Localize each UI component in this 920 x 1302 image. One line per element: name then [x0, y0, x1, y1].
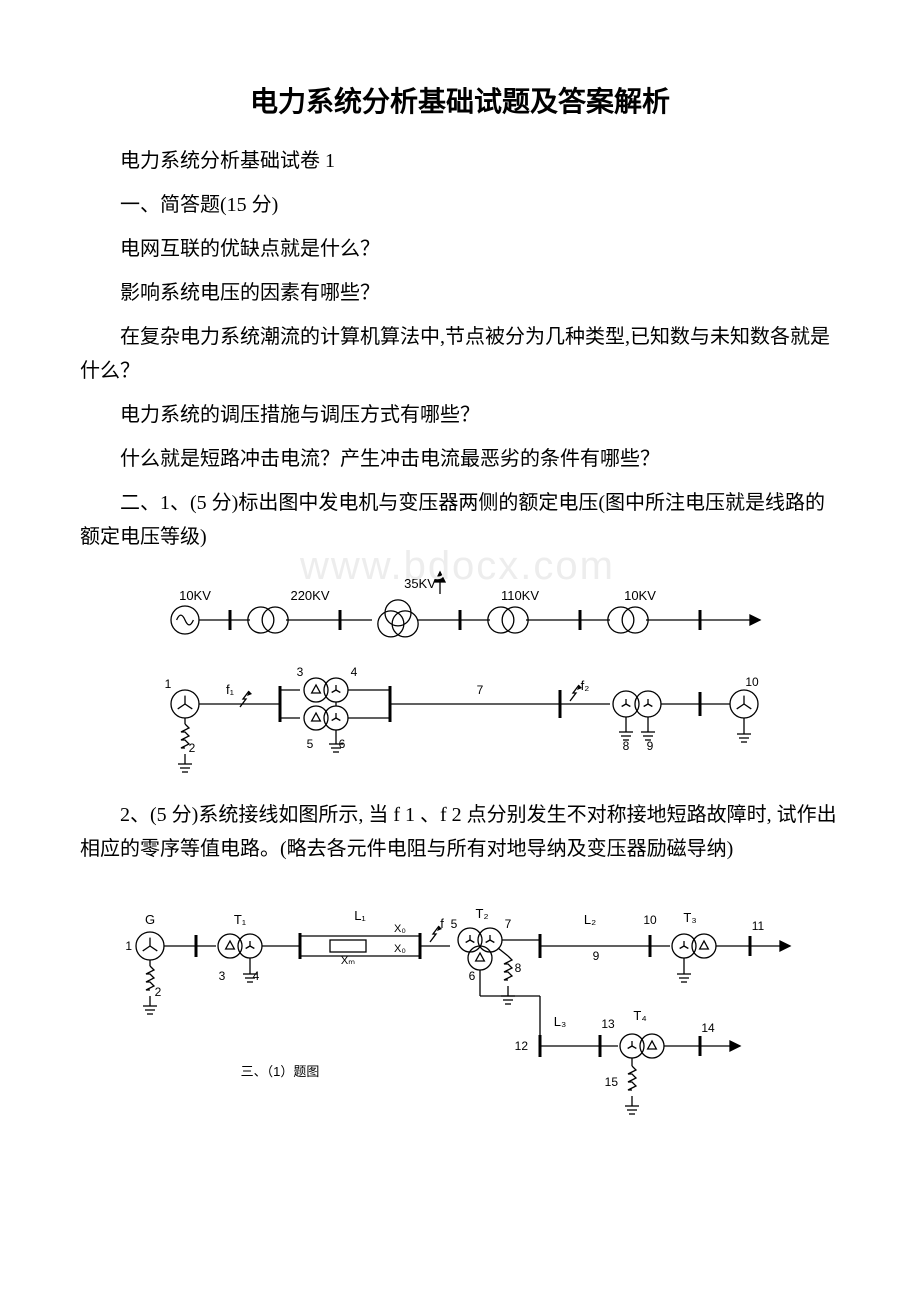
svg-text:2: 2 — [155, 985, 162, 999]
svg-text:X₀: X₀ — [394, 943, 406, 955]
svg-text:8: 8 — [515, 961, 522, 975]
page-title: 电力系统分析基础试题及答案解析 — [80, 80, 840, 120]
svg-text:4: 4 — [351, 665, 358, 679]
svg-text:5: 5 — [451, 917, 458, 931]
svg-text:6: 6 — [469, 969, 476, 983]
svg-text:9: 9 — [593, 949, 600, 963]
svg-text:3: 3 — [297, 665, 304, 679]
svg-text:13: 13 — [601, 1017, 615, 1031]
svg-text:T₃: T₃ — [683, 910, 696, 925]
svg-text:L₃: L₃ — [554, 1014, 567, 1029]
svg-text:1: 1 — [165, 677, 172, 691]
svg-text:f₁: f₁ — [226, 682, 235, 697]
subtitle: 电力系统分析基础试卷 1 — [80, 144, 840, 178]
svg-text:T₄: T₄ — [633, 1008, 646, 1023]
svg-text:L₂: L₂ — [584, 912, 596, 927]
svg-text:X₀: X₀ — [394, 923, 406, 935]
question-3: 在复杂电力系统潮流的计算机算法中,节点被分为几种类型,已知数与未知数各就是什么？ — [80, 320, 840, 388]
svg-text:7: 7 — [477, 683, 484, 697]
svg-text:10: 10 — [745, 675, 759, 689]
svg-text:10KV: 10KV — [179, 588, 211, 603]
section2-q1: 二、1、(5 分)标出图中发电机与变压器两侧的额定电压(图中所注电压就是线路的额… — [80, 486, 840, 554]
svg-text:7: 7 — [505, 917, 512, 931]
svg-text:15: 15 — [605, 1075, 619, 1089]
svg-text:4: 4 — [253, 969, 260, 983]
svg-text:11: 11 — [752, 919, 765, 933]
question-2: 影响系统电压的因素有哪些？ — [80, 276, 840, 310]
svg-text:8: 8 — [623, 739, 630, 753]
svg-text:3: 3 — [219, 969, 226, 983]
section2-q2: 2、(5 分)系统接线如图所示, 当 f 1 、f 2 点分别发生不对称接地短路… — [80, 798, 840, 866]
question-1: 电网互联的优缺点就是什么？ — [80, 232, 840, 266]
question-4: 电力系统的调压措施与调压方式有哪些？ — [80, 398, 840, 432]
svg-text:10KV: 10KV — [624, 588, 656, 603]
svg-text:G: G — [145, 912, 155, 927]
svg-text:12: 12 — [515, 1039, 529, 1053]
svg-text:1: 1 — [125, 939, 132, 953]
section1-heading: 一、简答题(15 分) — [80, 188, 840, 222]
svg-text:三、（1）题图: 三、（1）题图 — [241, 1064, 320, 1079]
svg-text:2: 2 — [189, 741, 196, 755]
svg-text:14: 14 — [701, 1021, 715, 1035]
svg-text:T₂: T₂ — [476, 906, 489, 921]
svg-text:10: 10 — [643, 913, 657, 927]
svg-text:Xₘ: Xₘ — [341, 955, 355, 967]
svg-text:T₁: T₁ — [234, 912, 247, 927]
svg-text:110KV: 110KV — [501, 588, 539, 603]
svg-text:35KV: 35KV — [404, 576, 436, 591]
svg-text:L₁: L₁ — [354, 908, 366, 923]
svg-text:f: f — [440, 916, 444, 931]
svg-text:5: 5 — [307, 737, 314, 751]
svg-text:220KV: 220KV — [290, 588, 329, 603]
diagram-1: 10KV 220KV 35KV 110KV 10KV 1 2 f₁ 3 4 5 6 7 f₂ 8 9 10 — [80, 564, 840, 784]
diagram-2: 12G34T₁L₁X₀X₀XₘfT₂5768L₂910T₃1112L₃13T₄1… — [80, 876, 840, 1116]
svg-text:9: 9 — [647, 739, 654, 753]
question-5: 什么就是短路冲击电流？产生冲击电流最恶劣的条件有哪些？ — [80, 442, 840, 476]
svg-text:6: 6 — [339, 737, 346, 751]
svg-text:f₂: f₂ — [581, 678, 590, 693]
